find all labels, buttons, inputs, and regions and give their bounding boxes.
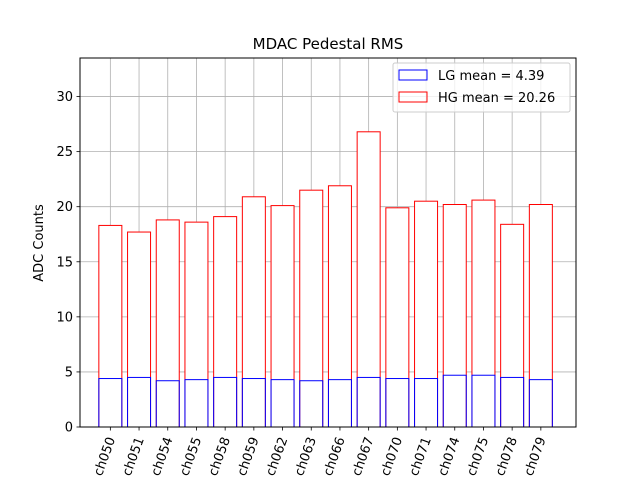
legend-label-lg: LG mean = 4.39 bbox=[438, 69, 544, 84]
lg-bar-ch059 bbox=[241, 378, 266, 428]
lg-bar-ch066 bbox=[327, 379, 352, 428]
lg-bar-ch063 bbox=[299, 380, 324, 428]
y-axis: 0 5 10 15 20 25 30 bbox=[56, 90, 80, 436]
legend-label-hg: HG mean = 20.26 bbox=[438, 91, 555, 106]
lg-bar-ch058 bbox=[213, 376, 238, 428]
legend-box bbox=[392, 62, 571, 113]
lg-bar-ch071 bbox=[414, 378, 439, 428]
y-tick-label: 25 bbox=[56, 145, 73, 160]
lg-bar-ch067 bbox=[356, 376, 381, 428]
y-tick-label: 5 bbox=[65, 365, 73, 380]
y-tick-label: 15 bbox=[56, 255, 73, 270]
plot-frame bbox=[79, 57, 577, 428]
legend: LG mean = 4.39 HG mean = 20.26 bbox=[392, 62, 571, 113]
y-tick-label: 10 bbox=[56, 310, 73, 325]
lg-bar-ch079 bbox=[528, 379, 553, 428]
lg-bar-ch075 bbox=[471, 374, 496, 428]
lg-bar-series bbox=[98, 374, 553, 428]
lg-bar-ch050 bbox=[98, 378, 123, 428]
lg-bar-ch051 bbox=[127, 376, 152, 428]
lg-bar-ch078 bbox=[500, 376, 525, 428]
lg-bar-ch070 bbox=[385, 378, 410, 428]
y-tick-label: 0 bbox=[65, 421, 73, 436]
lg-bar-ch054 bbox=[155, 380, 180, 428]
chart-title: MDAC Pedestal RMS bbox=[253, 35, 404, 53]
y-tick-label: 20 bbox=[56, 200, 73, 215]
lg-bar-ch062 bbox=[270, 379, 295, 428]
legend-swatch-hg bbox=[398, 91, 428, 103]
lg-bar-ch074 bbox=[442, 374, 467, 428]
lg-bar-ch055 bbox=[184, 379, 209, 428]
y-tick-label: 30 bbox=[56, 90, 73, 105]
y-axis-label: ADC Counts bbox=[32, 204, 47, 282]
legend-swatch-lg bbox=[398, 69, 428, 81]
hg-bar-series bbox=[98, 131, 553, 428]
